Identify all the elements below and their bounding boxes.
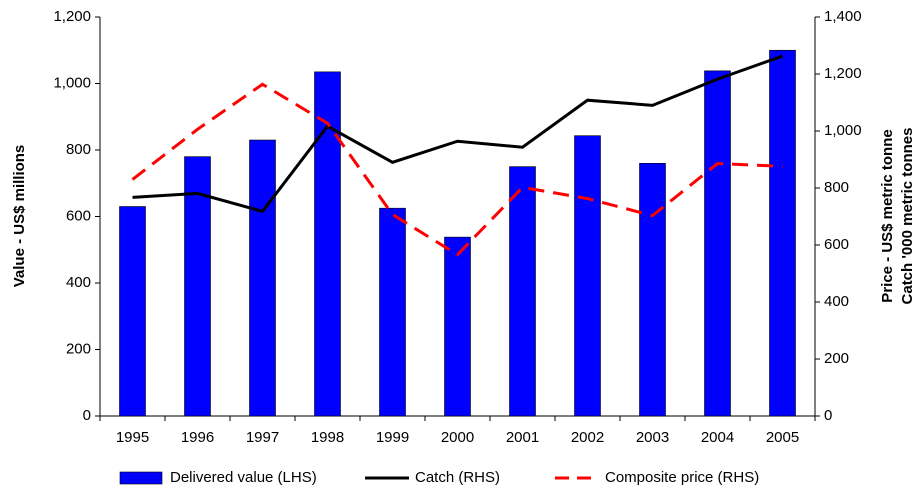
bar xyxy=(574,135,601,417)
y2-axis-title: Price - US$ metric tonne xyxy=(879,129,896,302)
bar xyxy=(379,207,406,417)
legend-label: Composite price (RHS) xyxy=(605,469,759,486)
bar xyxy=(704,70,731,417)
y-axis-title: Value - US$ millions xyxy=(11,145,28,288)
y2-tick-label: 1,200 xyxy=(824,65,862,82)
y-tick-label: 0 xyxy=(83,407,91,424)
y2-tick-label: 1,000 xyxy=(824,122,862,139)
x-tick-label: 2000 xyxy=(441,429,474,446)
y-tick-label: 1,000 xyxy=(53,74,91,91)
bar xyxy=(119,206,146,417)
line xyxy=(131,82,783,257)
legend-label: Catch (RHS) xyxy=(415,469,500,486)
y2-tick-label: 400 xyxy=(824,293,849,310)
x-tick-label: 2001 xyxy=(506,429,539,446)
bar xyxy=(444,236,471,417)
legend-swatch xyxy=(119,471,163,485)
x-tick-label: 2004 xyxy=(701,429,734,446)
x-tick-label: 1998 xyxy=(311,429,344,446)
bar xyxy=(509,166,536,417)
y2-axis-title: Catch '000 metric tonnes xyxy=(899,128,916,305)
y2-tick-label: 200 xyxy=(824,350,849,367)
bar xyxy=(184,156,211,417)
x-tick-label: 1997 xyxy=(246,429,279,446)
y-tick-label: 1,200 xyxy=(53,8,91,25)
x-tick-label: 1996 xyxy=(181,429,214,446)
bar xyxy=(639,163,666,417)
bar xyxy=(314,71,341,417)
y-tick-label: 200 xyxy=(66,340,91,357)
bar xyxy=(249,139,276,417)
x-tick-label: 2005 xyxy=(766,429,799,446)
y2-tick-label: 800 xyxy=(824,179,849,196)
y-tick-label: 400 xyxy=(66,274,91,291)
line xyxy=(132,54,784,214)
x-tick-label: 1995 xyxy=(116,429,149,446)
x-tick-label: 2003 xyxy=(636,429,669,446)
bar xyxy=(769,49,796,417)
x-tick-label: 2002 xyxy=(571,429,604,446)
x-tick-label: 1999 xyxy=(376,429,409,446)
y-tick-label: 800 xyxy=(66,141,91,158)
y2-tick-label: 600 xyxy=(824,236,849,253)
y2-tick-label: 1,400 xyxy=(824,8,862,25)
y2-tick-label: 0 xyxy=(824,407,832,424)
y-tick-label: 600 xyxy=(66,207,91,224)
legend-label: Delivered value (LHS) xyxy=(170,469,317,486)
